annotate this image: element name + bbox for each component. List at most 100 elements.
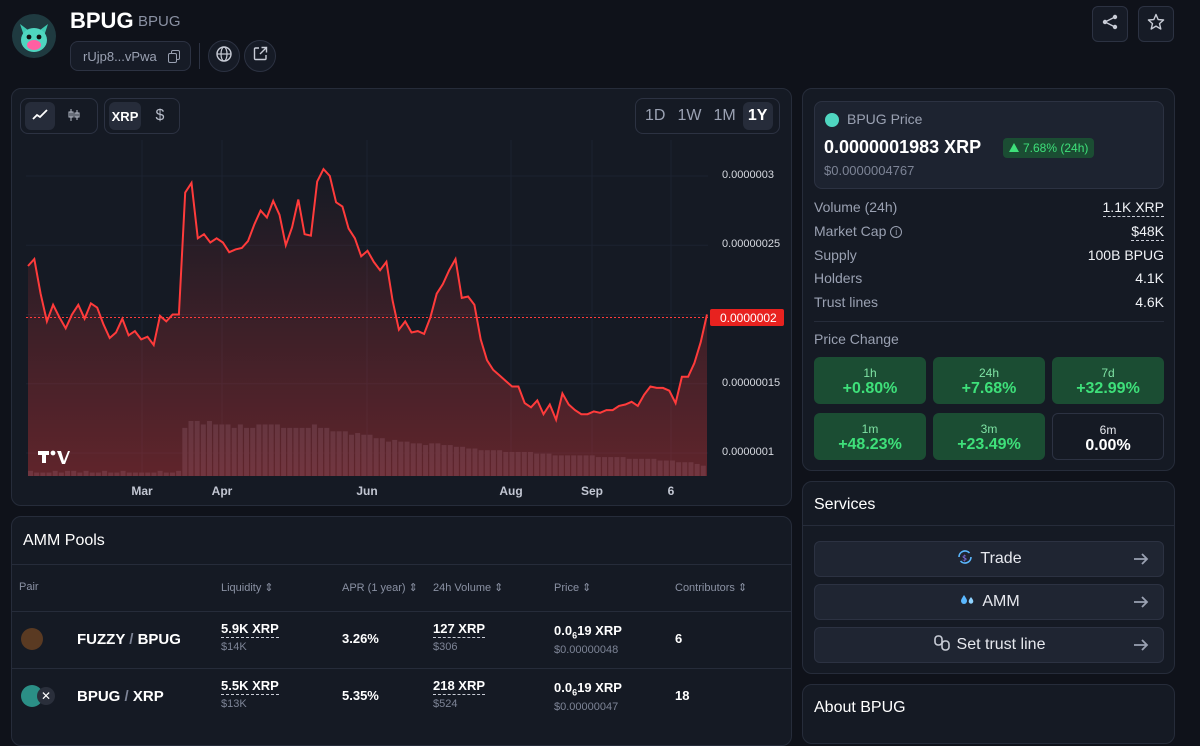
column-header-volume[interactable]: 24h Volume ⇕ (433, 582, 504, 594)
currency-xrp-button[interactable]: XRP (109, 102, 141, 130)
address-copy-button[interactable]: rUjp8...vPwa (70, 41, 191, 71)
stat-label: Trust lines (814, 294, 879, 310)
apr-cell: 5.35% (342, 688, 379, 703)
explorer-link-button[interactable] (244, 40, 276, 72)
stat-market-cap: Market Cap i $48K (814, 223, 1164, 241)
y-tick: 0.0000001 (722, 446, 774, 458)
price-change-value: 7.68% (24h) (1023, 141, 1089, 155)
sort-icon: ⇕ (408, 582, 418, 594)
trade-label: Trade (980, 550, 1022, 567)
chart-type-toggle (20, 98, 98, 134)
swap-icon: $ (956, 548, 974, 571)
x-tick: Jun (356, 484, 378, 498)
candlestick-button[interactable] (59, 102, 89, 130)
column-header-liquidity[interactable]: Liquidity ⇕ (221, 582, 274, 594)
stat-label: Supply (814, 247, 857, 263)
apr-cell: 3.26% (342, 631, 379, 646)
change-3m: 3m +23.49% (933, 413, 1045, 460)
share-button[interactable] (1092, 6, 1128, 42)
price-cell: 0.0619 XRP $0.00000048 (554, 623, 622, 656)
range-1d-button[interactable]: 1D (645, 107, 666, 124)
range-1w-button[interactable]: 1W (677, 107, 702, 124)
stat-value: $48K (1131, 223, 1164, 241)
star-icon (1147, 13, 1165, 36)
currency-toggle: XRP $ (104, 98, 180, 134)
globe-icon (216, 45, 232, 67)
pair-name[interactable]: FUZZY / BPUG (77, 631, 181, 648)
price-usd: $0.0000004767 (824, 163, 915, 178)
x-tick: Apr (211, 484, 233, 498)
amm-label: AMM (982, 593, 1020, 610)
change-6m: 6m 0.00% (1052, 413, 1164, 460)
stat-trust-lines: Trust lines 4.6K (814, 294, 1164, 310)
change-value: +0.80% (842, 380, 898, 397)
services-title: Services (814, 496, 876, 513)
range-1y-button[interactable]: 1Y (742, 102, 773, 130)
column-header-pair: Pair (19, 581, 39, 593)
change-value: +48.23% (838, 436, 902, 453)
svg-text:$: $ (962, 553, 967, 562)
range-1m-button[interactable]: 1M (713, 107, 736, 124)
contributors-cell: 6 (675, 631, 683, 646)
line-chart-button[interactable] (25, 102, 55, 130)
y-tick: 0.0000003 (722, 169, 774, 181)
sort-icon: ⇕ (737, 582, 748, 594)
stat-value: 100B BPUG (1087, 247, 1164, 263)
copy-icon (168, 50, 180, 66)
trust-line-label: Set trust line (956, 636, 1046, 653)
website-button[interactable] (208, 40, 240, 72)
volume-cell: 218 XRP $524 (433, 678, 486, 710)
y-tick: 0.00000025 (722, 238, 781, 250)
header-divider (199, 43, 200, 69)
change-1h: 1h +0.80% (814, 357, 926, 404)
favorite-button[interactable] (1138, 6, 1174, 42)
table-row[interactable]: ✕ BPUG / XRP 5.5K XRP $13K 5.35% 218 XRP… (12, 669, 791, 725)
divider (803, 525, 1174, 526)
change-value: 0.00% (1085, 437, 1131, 454)
column-header-contributors[interactable]: Contributors ⇕ (675, 582, 748, 594)
price-change-title: Price Change (814, 331, 899, 347)
change-24h: 24h +7.68% (933, 357, 1045, 404)
pair-name[interactable]: BPUG / XRP (77, 688, 164, 705)
stat-value: 4.6K (1135, 294, 1164, 310)
set-trust-line-button[interactable]: Set trust line (814, 627, 1164, 663)
token-logo (12, 14, 56, 58)
token-mini-logo (825, 113, 839, 127)
liquidity-cell: 5.9K XRP $14K (221, 621, 279, 653)
stat-value: 1.1K XRP (1102, 199, 1164, 217)
token-ticker: BPUG (138, 13, 181, 30)
sort-icon: ⇕ (264, 582, 274, 594)
change-value: +23.49% (957, 436, 1021, 453)
divider (12, 611, 791, 612)
divider (12, 668, 791, 669)
divider (814, 321, 1164, 322)
change-period: 7d (1101, 366, 1115, 380)
price-box: BPUG Price 0.0000001983 XRP 7.68% (24h) … (814, 101, 1164, 189)
token-header: BPUG BPUG rUjp8...vPwa (0, 0, 1200, 84)
change-7d: 7d +32.99% (1052, 357, 1164, 404)
column-header-price[interactable]: Price ⇕ (554, 582, 592, 594)
arrow-right-icon (1131, 549, 1151, 574)
x-tick: 6 (667, 484, 675, 498)
stat-supply: Supply 100B BPUG (814, 247, 1164, 263)
arrow-up-icon (1009, 141, 1019, 158)
currency-usd-button[interactable]: $ (155, 107, 165, 124)
volume-cell: 127 XRP $306 (433, 621, 486, 653)
price-label: BPUG Price (847, 111, 923, 127)
tradingview-logo[interactable] (38, 448, 70, 471)
y-tick: 0.00000015 (722, 377, 781, 389)
change-period: 3m (980, 422, 998, 436)
xrp-token-icon: ✕ (37, 687, 55, 705)
stat-label: Market Cap i (814, 223, 903, 241)
amm-pools-title: AMM Pools (23, 532, 105, 549)
sort-icon: ⇕ (582, 582, 592, 594)
amm-button[interactable]: AMM (814, 584, 1164, 620)
price-chart[interactable] (0, 0, 800, 510)
about-title: About BPUG (814, 699, 906, 716)
column-header-apr[interactable]: APR (1 year) ⇕ (342, 582, 418, 594)
trade-button[interactable]: $ Trade (814, 541, 1164, 577)
external-link-icon (253, 46, 268, 66)
time-range-selector: 1D 1W 1M 1Y (635, 98, 780, 134)
info-icon[interactable]: i (890, 226, 903, 239)
table-row[interactable]: FUZZY / BPUG 5.9K XRP $14K 3.26% 127 XRP… (12, 612, 791, 668)
